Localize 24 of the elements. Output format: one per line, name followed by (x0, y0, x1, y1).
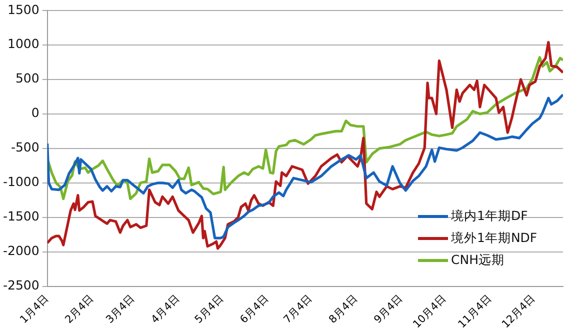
x-tick-label: 12月4日 (500, 292, 538, 331)
y-tick-label: -500 (10, 140, 40, 155)
y-tick-label: -1000 (2, 174, 40, 190)
x-tick-label: 6月4日 (238, 292, 272, 326)
x-tick-label: 11月4日 (456, 292, 494, 331)
x-tick-label: 1月4日 (18, 292, 52, 326)
x-tick-label: 4月4日 (148, 292, 182, 326)
y-tick-label: -2000 (2, 243, 40, 258)
y-tick-label: 0 (31, 105, 40, 120)
x-tick-label: 10月4日 (410, 292, 450, 331)
legend-label: CNH远期 (451, 252, 504, 268)
x-tick-label: 9月4日 (372, 292, 406, 326)
x-tick-label: 2月4日 (63, 292, 97, 326)
x-tick-label: 8月4日 (326, 292, 360, 326)
legend-label: 境内1年期DF (451, 208, 528, 224)
x-tick-label: 3月4日 (104, 292, 138, 326)
y-tick-label: 500 (15, 70, 40, 86)
y-tick-label: 1500 (8, 2, 40, 17)
x-tick-label: 5月4日 (192, 292, 226, 326)
legend-label: 境外1年期NDF (451, 230, 538, 246)
y-tick-label: 1000 (8, 36, 40, 52)
x-tick-label: 7月4日 (282, 292, 316, 326)
y-tick-label: -1500 (2, 208, 40, 224)
y-tick-label: -2500 (2, 278, 40, 293)
